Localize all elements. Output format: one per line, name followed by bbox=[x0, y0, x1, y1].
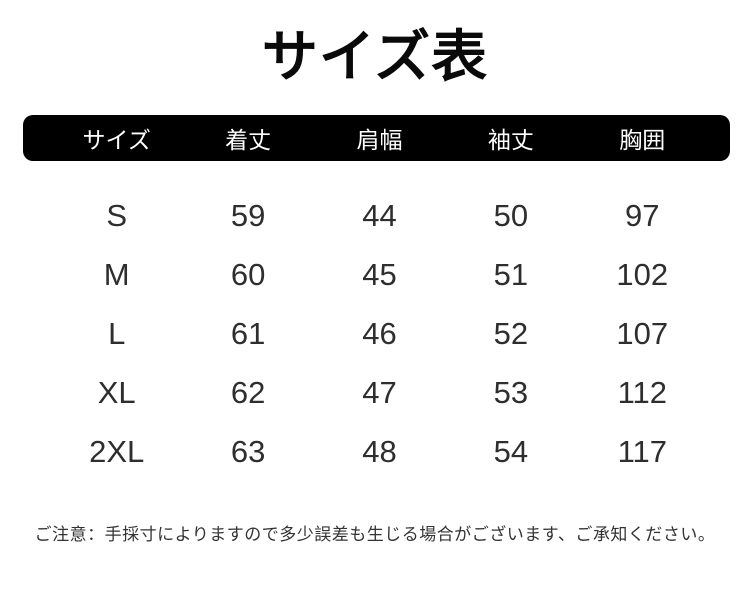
shoulder-value: 46 bbox=[362, 316, 397, 352]
size-table-body: S 59 44 50 97 M 60 45 51 102 L 61 46 52 … bbox=[23, 187, 730, 482]
shoulder-value: 45 bbox=[362, 257, 397, 293]
length-value: 61 bbox=[230, 316, 266, 352]
sleeve-value: 52 bbox=[493, 316, 529, 352]
chest-value: 117 bbox=[617, 434, 667, 470]
size-table: サイズ 着丈 肩幅 袖丈 胸囲 S 59 44 50 97 M 60 45 51… bbox=[23, 114, 730, 482]
chest-value: 102 bbox=[616, 257, 669, 293]
size-label: 2XL bbox=[89, 434, 145, 470]
shoulder-value: 47 bbox=[362, 375, 397, 411]
length-value: 60 bbox=[230, 257, 266, 293]
column-header-shoulder: 肩幅 bbox=[356, 126, 403, 153]
size-label: L bbox=[108, 316, 126, 352]
page-title: サイズ表 bbox=[261, 25, 489, 88]
size-label: XL bbox=[97, 375, 136, 411]
sleeve-value: 51 bbox=[493, 257, 529, 293]
notice-text: ご注意：手採寸によりますので多少誤差も生じる場合がございます、ご承知ください。 bbox=[34, 524, 716, 544]
column-header-length: 着丈 bbox=[225, 126, 272, 153]
size-label: S bbox=[106, 198, 128, 234]
size-chart-page: サイズ表 サイズ 着丈 肩幅 袖丈 胸囲 S 59 44 50 97 M 60 … bbox=[0, 25, 750, 598]
column-header-size: サイズ bbox=[82, 126, 151, 153]
shoulder-value: 48 bbox=[362, 434, 397, 470]
table-row-m: M 60 45 51 102 bbox=[23, 246, 730, 305]
table-row-2xl: 2XL 63 48 54 117 bbox=[23, 423, 730, 482]
length-value: 59 bbox=[230, 198, 266, 234]
column-header-chest: 胸囲 bbox=[619, 126, 666, 153]
chest-value: 107 bbox=[616, 316, 669, 352]
length-value: 63 bbox=[230, 434, 266, 470]
size-label: M bbox=[103, 257, 130, 293]
chest-value: 97 bbox=[625, 198, 660, 234]
sleeve-value: 54 bbox=[493, 434, 529, 470]
chest-value: 112 bbox=[617, 375, 667, 411]
length-value: 62 bbox=[230, 375, 266, 411]
table-row-xl: XL 62 47 53 112 bbox=[23, 364, 730, 423]
shoulder-value: 44 bbox=[362, 198, 397, 234]
sleeve-value: 53 bbox=[493, 375, 529, 411]
sleeve-value: 50 bbox=[493, 198, 529, 234]
table-row-s: S 59 44 50 97 bbox=[23, 187, 730, 246]
table-header-bar: サイズ 着丈 肩幅 袖丈 胸囲 bbox=[23, 114, 730, 161]
table-row-l: L 61 46 52 107 bbox=[23, 305, 730, 364]
column-header-sleeve: 袖丈 bbox=[487, 126, 534, 153]
